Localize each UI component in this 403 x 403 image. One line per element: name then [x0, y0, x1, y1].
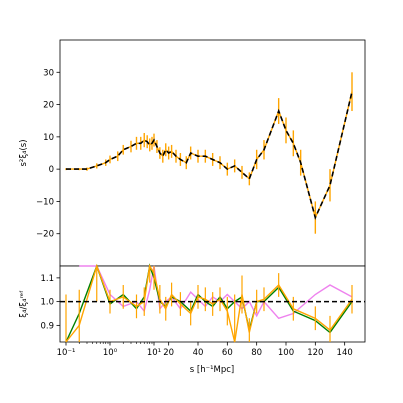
- top-y-tick-label: 30: [43, 68, 54, 78]
- x-tick-label: 10⁻¹: [57, 348, 76, 358]
- x-tick-label: 10¹: [147, 348, 161, 358]
- x-tick-label: 80: [251, 348, 262, 358]
- bottom-y-tick-label: 1.1: [40, 274, 54, 284]
- bottom-y-ticks: 0.9 1.0 1.1: [40, 274, 60, 331]
- x-tick-label: 140: [337, 348, 353, 358]
- bottom-x-ticks: 10⁻¹ 10⁰ 10¹ 20 40 60 80 100 120 140: [57, 342, 353, 358]
- x-tick-label: 120: [307, 348, 323, 358]
- top-y-axis-label: s²ξ₄(s): [19, 139, 29, 166]
- x-tick-label: 100: [278, 348, 294, 358]
- top-y-tick-label: −20: [36, 230, 54, 240]
- top-series-line-dashed: [66, 91, 353, 220]
- top-panel: −20 −10 0 10 20 30 s²ξ₄(s): [19, 39, 366, 267]
- x-tick-label: 20: [163, 348, 174, 358]
- bottom-y-tick-label: 0.9: [40, 321, 54, 331]
- bottom-y-axis-label: ξ₄/ξ₄ʳᵉᶠ: [19, 290, 29, 317]
- bottom-y-tick-label: 1.0: [40, 298, 54, 308]
- top-y-tick-label: 10: [43, 133, 54, 143]
- bottom-panel: 0.9 1.0 1.1 10⁻¹ 10⁰ 10¹ 20 40 60 80 100 120 140 ξ₄…: [19, 263, 366, 375]
- x-tick-label: 60: [222, 348, 233, 358]
- top-y-ticks: −20 −10 0 10 20 30: [36, 68, 60, 240]
- bottom-series-line: [65, 263, 353, 343]
- bottom-series-line: [79, 265, 353, 320]
- top-y-tick-label: −10: [36, 197, 54, 207]
- bottom-series: [60, 263, 365, 343]
- x-tick-label: 10⁰: [103, 348, 118, 358]
- top-series: [65, 72, 353, 234]
- top-y-tick-label: 0: [49, 165, 54, 175]
- x-axis-label: s [h⁻¹Mpc]: [190, 365, 234, 375]
- top-y-tick-label: 20: [43, 101, 54, 111]
- x-tick-label: 40: [193, 348, 204, 358]
